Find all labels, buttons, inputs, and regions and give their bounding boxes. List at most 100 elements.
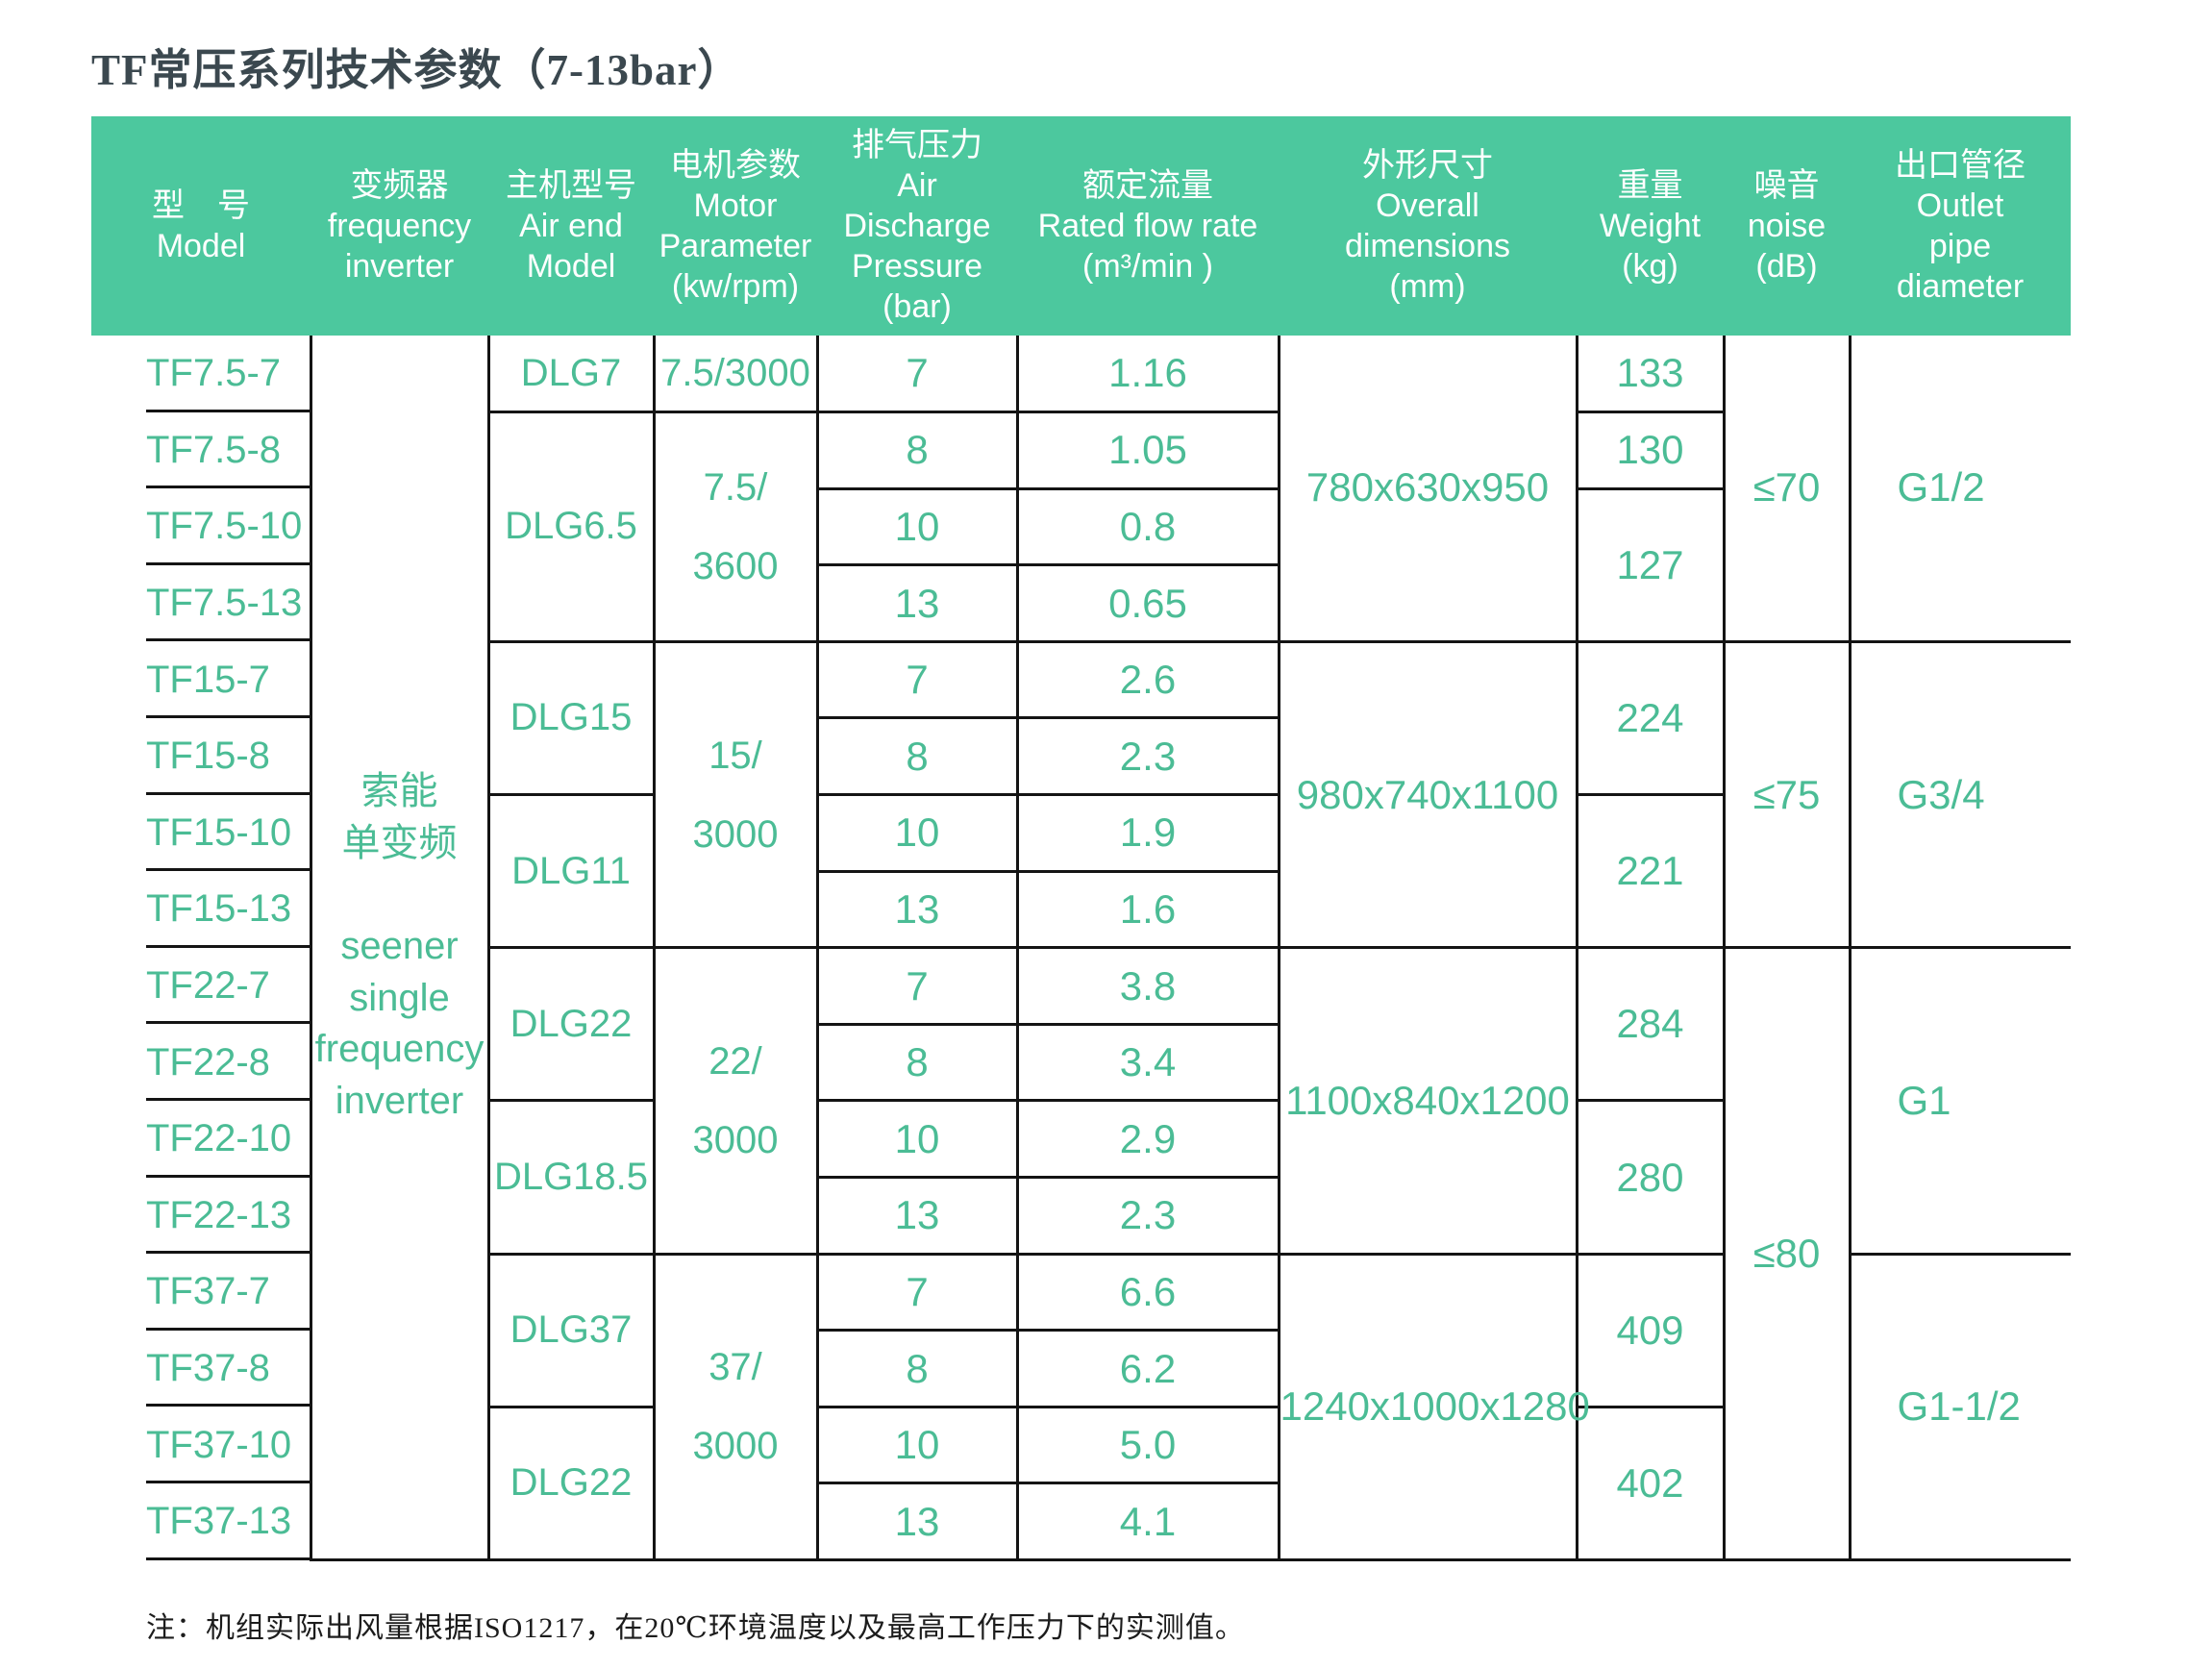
- cell-flow: 2.3: [1015, 716, 1280, 797]
- cell-dimensions: 1240x1000x1280: [1277, 1252, 1590, 1562]
- cell-weight: 133: [1575, 336, 1726, 414]
- cell-model: TF37-7: [91, 1254, 312, 1331]
- col-header-model: 型 号 Model: [91, 116, 311, 336]
- cell-airend: DLG15: [486, 639, 656, 797]
- cell-airend: DLG22: [486, 1405, 656, 1562]
- cell-weight: 402: [1575, 1405, 1726, 1562]
- cell-model: TF37-8: [91, 1330, 312, 1407]
- cell-pressure: 7: [815, 639, 1019, 720]
- cell-flow: 6.2: [1015, 1329, 1280, 1408]
- cell-flow: 1.6: [1015, 869, 1280, 950]
- cell-flow: 2.6: [1015, 639, 1280, 720]
- cell-airend: DLG7: [486, 336, 656, 414]
- cell-flow: 5.0: [1015, 1405, 1280, 1485]
- cell-pressure: 10: [815, 793, 1019, 873]
- cell-airend: DLG11: [486, 793, 656, 950]
- cell-model: TF7.5-7: [91, 336, 312, 412]
- cell-motor: 22/ 3000: [652, 946, 819, 1256]
- cell-model: TF22-7: [91, 947, 312, 1025]
- col-header-motor: 电机参数 Motor Parameter (kw/rpm): [654, 116, 817, 336]
- table-row: TF37-7 DLG37 37/ 3000 7 6.6 1240x1000x12…: [91, 1252, 2071, 1562]
- cell-model: TF7.5-13: [91, 564, 312, 642]
- table-row: TF22-10 DLG18.5 10 2.9 280: [91, 1099, 2071, 1256]
- cell-dimensions: 780x630x950: [1277, 336, 1578, 643]
- cell-pressure: 13: [815, 869, 1019, 950]
- cell-noise: ≤75: [1722, 639, 1852, 950]
- cell-flow: 2.9: [1015, 1099, 1280, 1180]
- cell-pressure: 10: [815, 1405, 1019, 1485]
- cell-model: TF15-7: [91, 641, 312, 718]
- cell-outlet: G1-1/2: [1848, 1252, 2071, 1562]
- cell-flow: 6.6: [1015, 1252, 1280, 1333]
- cell-pressure: 10: [815, 486, 1019, 567]
- cell-model: TF15-8: [91, 717, 312, 795]
- cell-weight: 280: [1575, 1099, 1726, 1256]
- cell-motor: 15/ 3000: [652, 639, 819, 950]
- cell-model: TF22-8: [91, 1024, 312, 1101]
- cell-model: TF15-10: [91, 794, 312, 872]
- cell-pressure: 8: [815, 1329, 1019, 1408]
- table-row: TF15-13 13 1.6: [91, 869, 2071, 950]
- cell-airend: DLG18.5: [486, 1099, 656, 1256]
- col-header-outlet: 出口管径 Outlet pipe diameter: [1850, 116, 2071, 336]
- cell-pressure: 13: [815, 1176, 1019, 1256]
- cell-airend: DLG22: [486, 946, 656, 1103]
- cell-flow: 1.16: [1015, 336, 1280, 414]
- col-header-weight: 重量 Weight (kg): [1577, 116, 1724, 336]
- cell-model: TF7.5-10: [91, 488, 312, 565]
- cell-airend: DLG37: [486, 1252, 656, 1408]
- cell-flow: 1.05: [1015, 411, 1280, 490]
- cell-outlet: G1: [1848, 946, 2071, 1256]
- table-row: TF15-8 8 2.3: [91, 716, 2071, 797]
- cell-flow: 0.65: [1015, 563, 1280, 643]
- cell-outlet: G1/2: [1848, 336, 2071, 643]
- page-title: TF常压系列技术参数（7-13bar）: [91, 46, 742, 94]
- cell-flow: 3.4: [1015, 1022, 1280, 1103]
- cell-weight: 409: [1575, 1252, 1726, 1408]
- col-header-flow: 额定流量 Rated flow rate (m³/min ): [1017, 116, 1279, 336]
- table-row: TF15-10 DLG11 10 1.9 221: [91, 793, 2071, 950]
- table-row: TF22-8 8 3.4: [91, 1022, 2071, 1103]
- spec-table: 型 号 Model 变频器 frequency inverter 主机型号 Ai…: [91, 116, 2071, 1562]
- cell-model: TF37-10: [91, 1407, 312, 1483]
- cell-model: TF22-13: [91, 1177, 312, 1255]
- table-row: TF7.5-8 DLG6.5 7.5/ 3600 8 1.05 130: [91, 411, 2071, 643]
- table-row: TF7.5-10 10 0.8 127: [91, 486, 2071, 643]
- cell-weight: 130: [1575, 411, 1726, 490]
- cell-weight: 284: [1575, 946, 1726, 1103]
- cell-motor: 7.5/ 3600: [652, 411, 819, 643]
- cell-motor: 7.5/3000: [652, 336, 819, 414]
- header-row: 型 号 Model 变频器 frequency inverter 主机型号 Ai…: [91, 116, 2071, 336]
- table-row: TF15-7 DLG15 15/ 3000 7 2.6 980x740x1100…: [91, 639, 2071, 950]
- cell-flow: 0.8: [1015, 486, 1280, 567]
- col-header-airend: 主机型号 Air end Model: [488, 116, 654, 336]
- cell-pressure: 7: [815, 946, 1019, 1026]
- table-row: TF7.5-13 13 0.65: [91, 563, 2071, 643]
- cell-flow: 1.9: [1015, 793, 1280, 873]
- cell-pressure: 10: [815, 1099, 1019, 1180]
- cell-noise: ≤70: [1722, 336, 1852, 643]
- table-row: TF37-10 DLG22 10 5.0 402: [91, 1405, 2071, 1562]
- table-row: TF37-13 13 4.1: [91, 1482, 2071, 1561]
- col-header-noise: 噪音 noise (dB): [1724, 116, 1850, 336]
- cell-flow: 4.1: [1015, 1482, 1280, 1561]
- cell-model: TF15-13: [91, 871, 312, 948]
- cell-pressure: 8: [815, 716, 1019, 797]
- col-header-inverter: 变频器 frequency inverter: [311, 116, 488, 336]
- cell-model: TF22-10: [91, 1100, 312, 1178]
- cell-motor: 37/ 3000: [652, 1252, 819, 1562]
- cell-inverter: 索能 单变频 seener single frequency inverter: [309, 336, 490, 1561]
- cell-weight: 127: [1575, 486, 1726, 643]
- table-row: TF22-13 13 2.3: [91, 1176, 2071, 1256]
- cell-pressure: 8: [815, 411, 1019, 490]
- cell-flow: 2.3: [1015, 1176, 1280, 1256]
- cell-pressure: 13: [815, 1482, 1019, 1561]
- cell-model: TF37-13: [91, 1482, 312, 1560]
- cell-flow: 3.8: [1015, 946, 1280, 1026]
- cell-airend: DLG6.5: [486, 411, 656, 643]
- cell-dimensions: 980x740x1100: [1277, 639, 1578, 950]
- cell-noise: ≤80: [1722, 946, 1852, 1561]
- cell-weight: 221: [1575, 793, 1726, 950]
- cell-pressure: 8: [815, 1022, 1019, 1103]
